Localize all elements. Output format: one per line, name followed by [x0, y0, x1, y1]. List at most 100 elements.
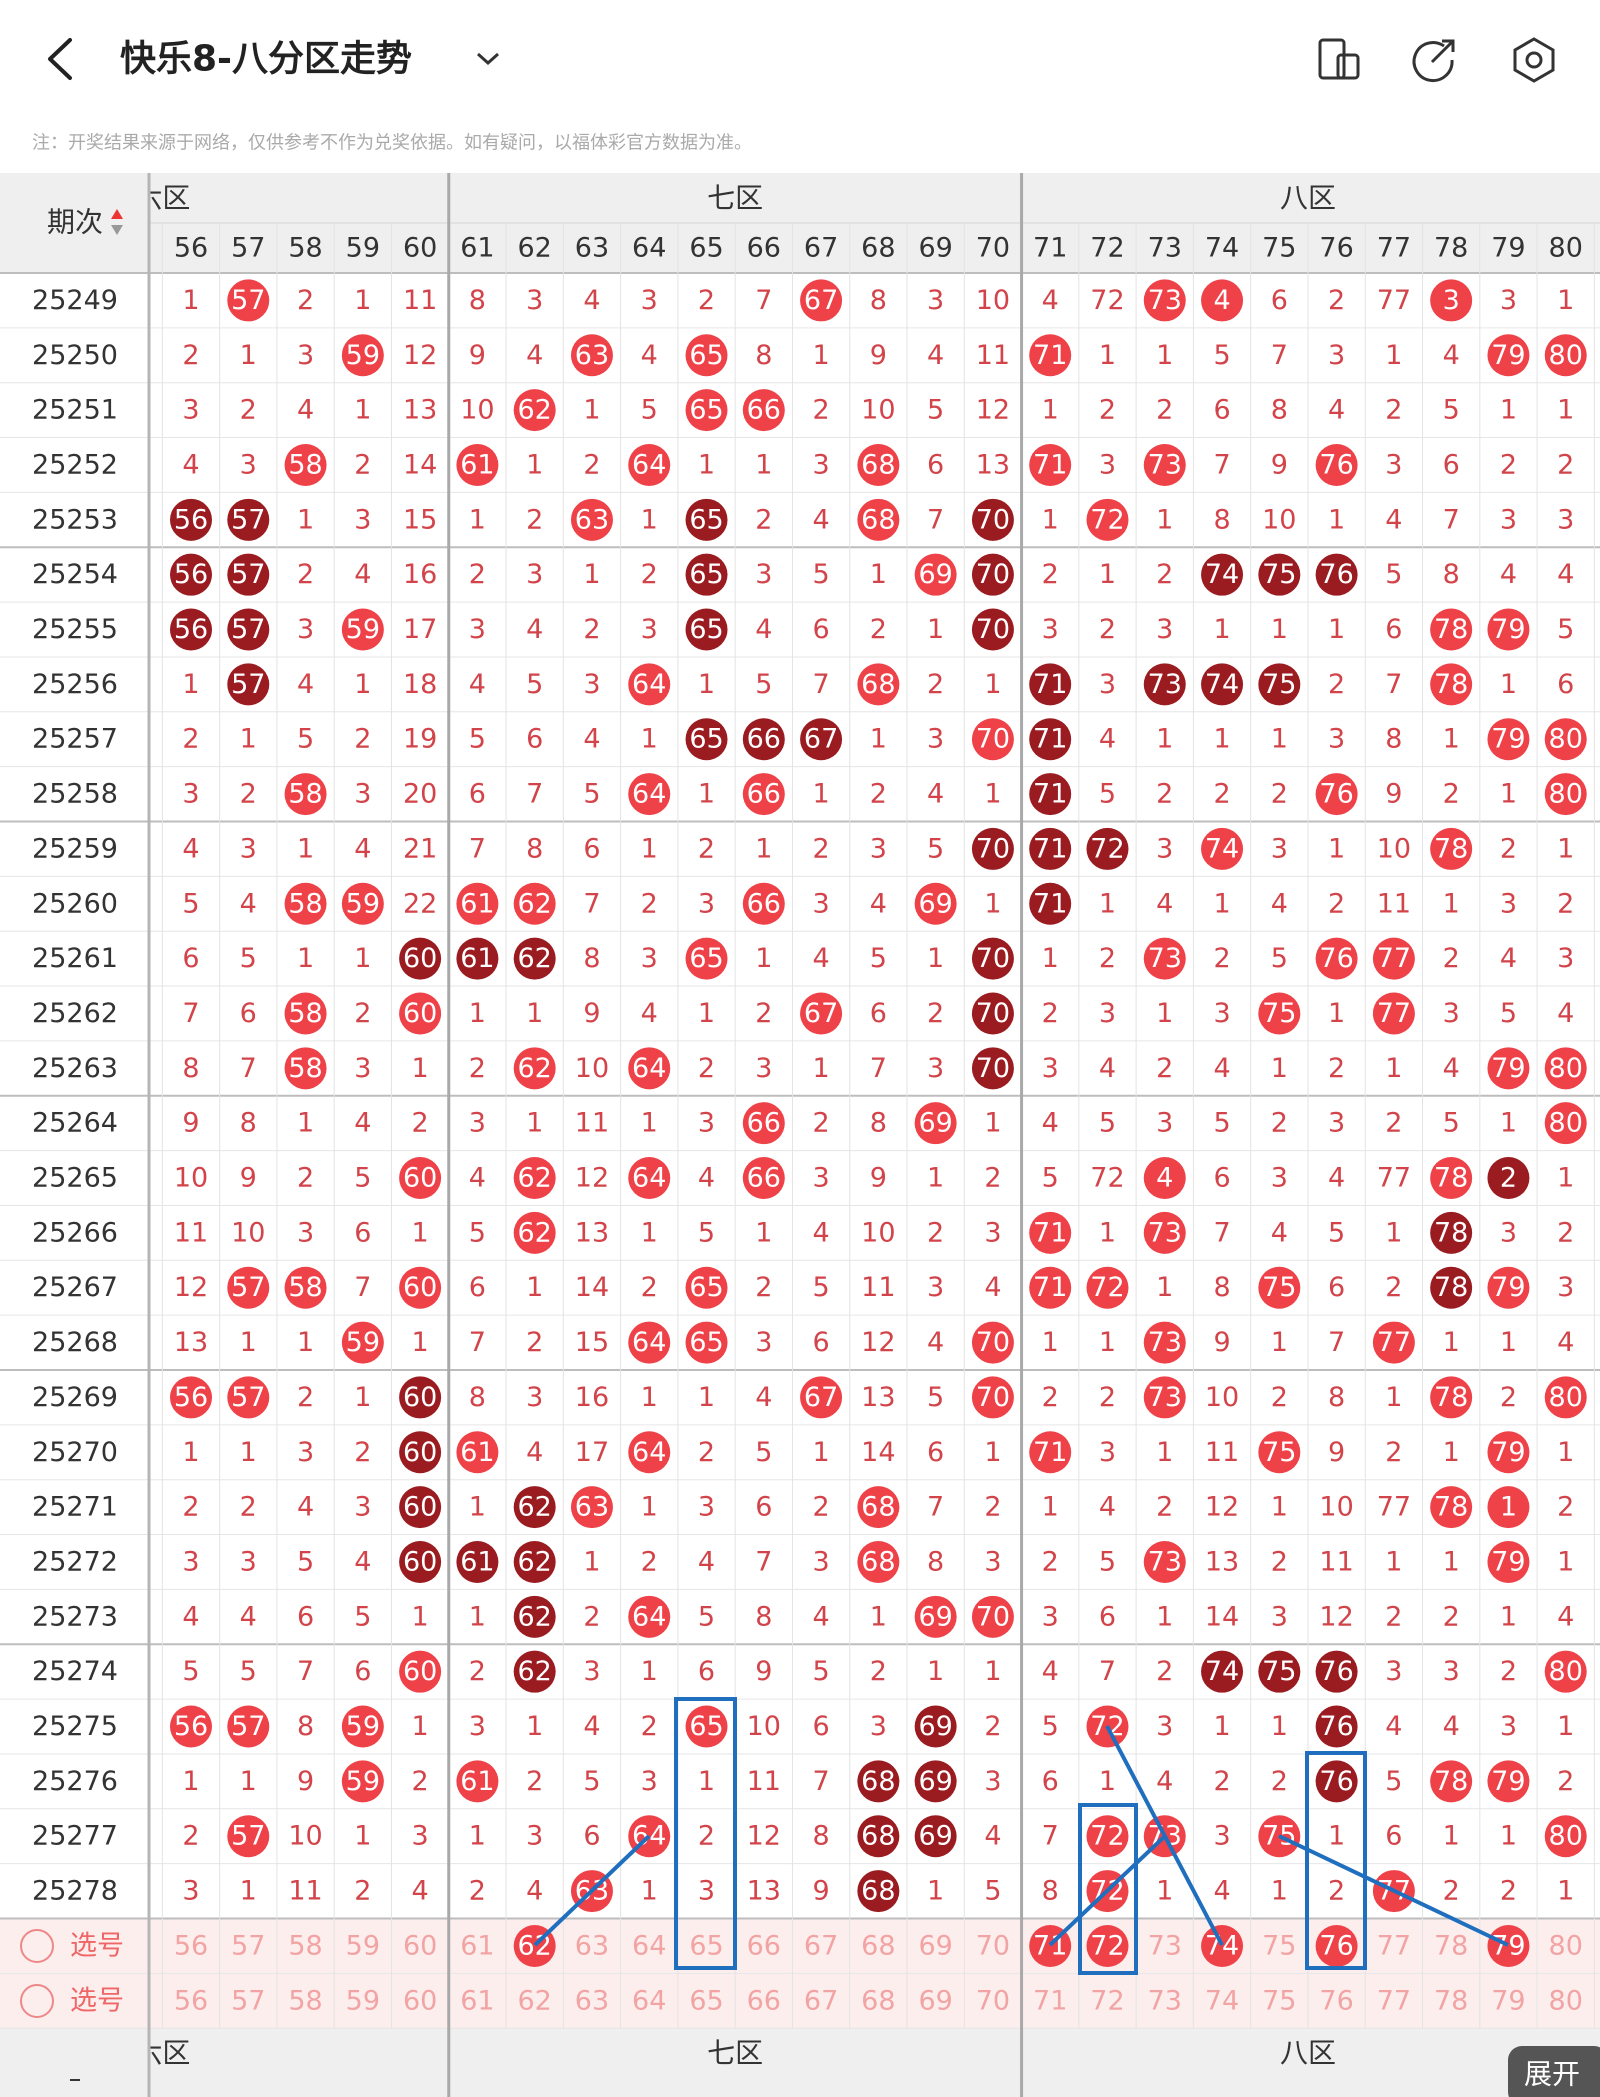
select-number[interactable]: 80	[1549, 1986, 1583, 2017]
cell-value: 59	[346, 614, 380, 645]
select-number[interactable]: 59	[346, 1931, 380, 1962]
cell-value: 76	[1319, 1711, 1353, 1742]
select-number[interactable]: 78	[1434, 1931, 1468, 1962]
period: 25268	[32, 1327, 118, 1358]
select-number[interactable]: 63	[575, 1931, 609, 1962]
select-number[interactable]: 58	[288, 1986, 322, 2017]
select-number[interactable]: 77	[1377, 1931, 1411, 1962]
select-number[interactable]: 61	[460, 1986, 494, 2017]
select-number[interactable]: 56	[174, 1986, 208, 2017]
cell-value: 4	[1156, 1766, 1173, 1797]
select-number[interactable]: 68	[861, 1986, 895, 2017]
cell-value: 5	[927, 395, 944, 426]
select-number[interactable]: 73	[1148, 1986, 1182, 2017]
select-number[interactable]: 62	[518, 1986, 552, 2017]
cell-value: 2	[182, 340, 199, 371]
select-number[interactable]: 68	[861, 1931, 895, 1962]
selected-ball[interactable]	[1201, 1925, 1244, 1967]
expand-label[interactable]: 展开	[1524, 2058, 1580, 2091]
cell-value: 72	[1090, 1272, 1124, 1303]
select-radio[interactable]	[20, 1929, 54, 1963]
select-label[interactable]: 选号	[70, 1986, 124, 2017]
cell-value: 2	[297, 285, 314, 316]
select-number[interactable]: 75	[1262, 1986, 1296, 2017]
select-number[interactable]: 78	[1434, 1986, 1468, 2017]
cell-value: 9	[812, 1876, 829, 1907]
select-number[interactable]: 76	[1319, 1931, 1353, 1962]
cell-value: 13	[403, 395, 437, 426]
select-number[interactable]: 57	[231, 1986, 265, 2017]
select-number[interactable]: 69	[918, 1931, 952, 1962]
select-number[interactable]: 79	[1491, 1931, 1525, 1962]
back-button[interactable]	[48, 38, 72, 80]
cell-value: 11	[174, 1217, 208, 1248]
select-number[interactable]: 72	[1090, 1986, 1124, 2017]
select-number[interactable]: 74	[1205, 1931, 1239, 1962]
layout-icon[interactable]	[1318, 38, 1360, 80]
cell-value: 6	[1042, 1766, 1059, 1797]
select-number[interactable]: 60	[403, 1986, 437, 2017]
settings-icon[interactable]	[1513, 37, 1555, 83]
select-number[interactable]: 69	[918, 1986, 952, 2017]
select-number[interactable]: 67	[804, 1986, 838, 2017]
selected-ball[interactable]	[1315, 1925, 1358, 1967]
cell-value: 2	[698, 833, 715, 864]
select-number[interactable]: 80	[1549, 1931, 1583, 1962]
select-number[interactable]: 70	[976, 1931, 1010, 1962]
expand-button[interactable]	[1508, 2046, 1600, 2097]
cell-value: 71	[1033, 833, 1067, 864]
select-number[interactable]: 64	[632, 1931, 666, 1962]
selected-ball[interactable]	[1086, 1925, 1129, 1967]
select-number[interactable]: 66	[747, 1931, 781, 1962]
cell-value: 2	[1271, 1546, 1288, 1577]
cell-value: 62	[518, 1656, 552, 1687]
cell-value: 1	[526, 1108, 543, 1139]
cell-value: 4	[469, 669, 486, 700]
select-number[interactable]: 70	[976, 1986, 1010, 2017]
cell-value: 69	[918, 559, 952, 590]
select-number[interactable]: 72	[1090, 1931, 1124, 1962]
cell-value: 3	[526, 559, 543, 590]
cell-value: 7	[469, 1327, 486, 1358]
select-number[interactable]: 71	[1033, 1986, 1067, 2017]
cell-value: 1	[927, 1656, 944, 1687]
select-number[interactable]: 64	[632, 1986, 666, 2017]
hit-ball	[1430, 1376, 1473, 1419]
select-number[interactable]: 75	[1262, 1931, 1296, 1962]
select-number[interactable]: 63	[575, 1986, 609, 2017]
select-number[interactable]: 57	[231, 1931, 265, 1962]
select-number[interactable]: 66	[747, 1986, 781, 2017]
hit-ball	[1315, 553, 1358, 596]
cell-value: 5	[297, 724, 314, 755]
cell-value: 7	[1042, 1821, 1059, 1852]
select-number[interactable]: 67	[804, 1931, 838, 1962]
cell-value: 8	[1213, 504, 1230, 535]
cell-value: 70	[976, 1601, 1010, 1632]
select-number[interactable]: 73	[1148, 1931, 1182, 1962]
select-number[interactable]: 58	[288, 1931, 322, 1962]
dropdown[interactable]	[476, 52, 500, 66]
cell-value: 3	[812, 1163, 829, 1194]
select-radio[interactable]	[20, 1984, 54, 2018]
period: 25267	[32, 1272, 118, 1303]
cell-value: 2	[1385, 395, 1402, 426]
select-number[interactable]: 61	[460, 1931, 494, 1962]
cell-value: 12	[1205, 1492, 1239, 1523]
share-icon[interactable]	[1412, 39, 1455, 83]
cell-value: 14	[1205, 1601, 1239, 1632]
select-label[interactable]: 选号	[70, 1931, 124, 1962]
cell-value: 13	[575, 1217, 609, 1248]
select-number[interactable]: 77	[1377, 1986, 1411, 2017]
select-number[interactable]: 65	[689, 1986, 723, 2017]
select-number[interactable]: 59	[346, 1986, 380, 2017]
selected-ball[interactable]	[1487, 1925, 1530, 1967]
select-number[interactable]: 79	[1491, 1986, 1525, 2017]
cell-value: 1	[1156, 340, 1173, 371]
column-header: 71	[1033, 233, 1067, 264]
select-number[interactable]: 60	[403, 1931, 437, 1962]
select-number[interactable]: 76	[1319, 1986, 1353, 2017]
period: 25262	[32, 998, 118, 1029]
select-number[interactable]: 56	[174, 1931, 208, 1962]
select-number[interactable]: 65	[689, 1931, 723, 1962]
select-number[interactable]: 74	[1205, 1986, 1239, 2017]
